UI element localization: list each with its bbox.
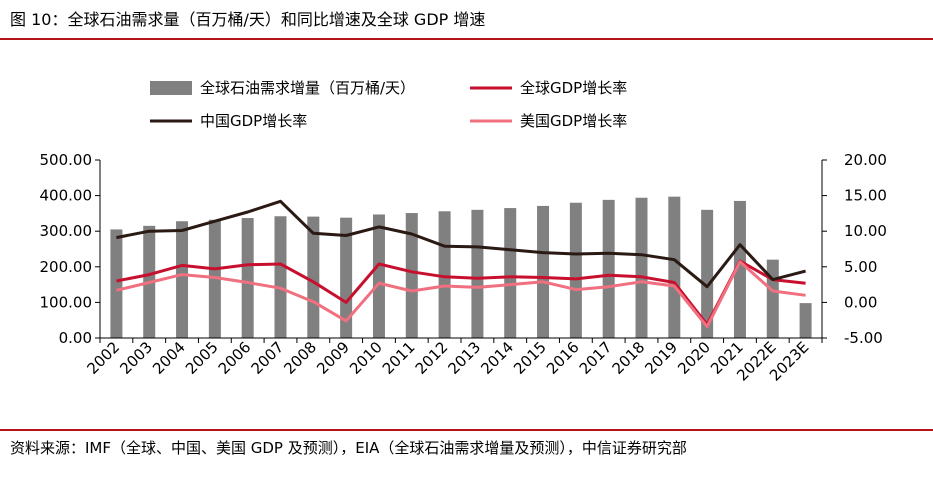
left-tick-label: 0.00 — [59, 329, 92, 347]
legend-label: 中国GDP增长率 — [200, 112, 307, 130]
x-tick-label: 2009 — [313, 338, 353, 378]
bar-2015 — [537, 205, 550, 338]
x-tick-label: 2008 — [280, 338, 320, 378]
bar-2008 — [307, 216, 320, 338]
bar-2011 — [405, 213, 418, 338]
x-tick-label: 2004 — [149, 338, 189, 378]
x-tick-label: 2007 — [248, 338, 288, 378]
series-line-2 — [116, 260, 806, 329]
bar-2016 — [569, 202, 582, 338]
x-tick-label: 2020 — [674, 338, 714, 378]
legend-label: 全球石油需求增量（百万桶/天） — [200, 79, 415, 97]
x-tick-label: 2006 — [215, 338, 255, 378]
legend-label: 全球GDP增长率 — [520, 79, 627, 97]
figure-title: 图 10：全球石油需求量（百万桶/天）和同比增速及全球 GDP 增速 — [10, 10, 486, 29]
bar-2007 — [274, 216, 287, 338]
line-series — [116, 199, 806, 329]
x-tick-label: 2010 — [346, 338, 386, 378]
bar-2018 — [635, 197, 648, 338]
bar-2013 — [471, 209, 484, 338]
x-tick-label: 2014 — [477, 338, 517, 378]
left-tick-label: 400.00 — [40, 187, 93, 205]
x-tick-label: 2005 — [182, 338, 222, 378]
x-tick-label: 2015 — [510, 338, 550, 378]
bar-2014 — [504, 208, 517, 338]
bar-2017 — [602, 199, 615, 338]
x-tick-label: 2011 — [379, 338, 419, 378]
bar-2022E — [766, 259, 779, 338]
right-tick-label: 15.00 — [844, 187, 887, 205]
right-tick-label: 20.00 — [844, 151, 887, 169]
series-line-1 — [116, 199, 806, 289]
bar-2006 — [241, 218, 254, 338]
bar-2004 — [176, 221, 189, 338]
bar-2019 — [668, 196, 681, 338]
x-tick-label: 2003 — [116, 338, 156, 378]
right-tick-label: 0.00 — [844, 293, 877, 311]
x-tick-label: 2019 — [641, 338, 681, 378]
legend-label: 美国GDP增长率 — [520, 112, 627, 130]
x-tick-label: 2016 — [543, 338, 583, 378]
bar-2010 — [372, 214, 385, 338]
x-tick-label: 2017 — [576, 338, 616, 378]
left-tick-label: 500.00 — [40, 151, 93, 169]
x-tick-label: 2018 — [609, 338, 649, 378]
left-tick-label: 300.00 — [40, 222, 93, 240]
left-tick-label: 100.00 — [40, 293, 93, 311]
bar-2021 — [733, 200, 746, 338]
legend-swatch-bar — [150, 81, 192, 95]
title-rule — [0, 38, 933, 40]
bar-2023E — [799, 303, 812, 338]
bar-2009 — [340, 217, 353, 338]
left-tick-label: 200.00 — [40, 258, 93, 276]
source-rule — [0, 429, 933, 431]
x-tick-label: 2013 — [445, 338, 485, 378]
source-note: 资料来源：IMF（全球、中国、美国 GDP 及预测），EIA（全球石油需求增量及… — [10, 439, 687, 457]
series-line-0 — [116, 259, 806, 326]
right-tick-label: -5.00 — [844, 329, 883, 347]
bar-2012 — [438, 211, 451, 338]
bar-2002 — [110, 229, 123, 338]
right-tick-label: 5.00 — [844, 258, 877, 276]
x-tick-label: 2012 — [412, 338, 452, 378]
bar-2020 — [701, 209, 714, 338]
right-tick-label: 10.00 — [844, 222, 887, 240]
